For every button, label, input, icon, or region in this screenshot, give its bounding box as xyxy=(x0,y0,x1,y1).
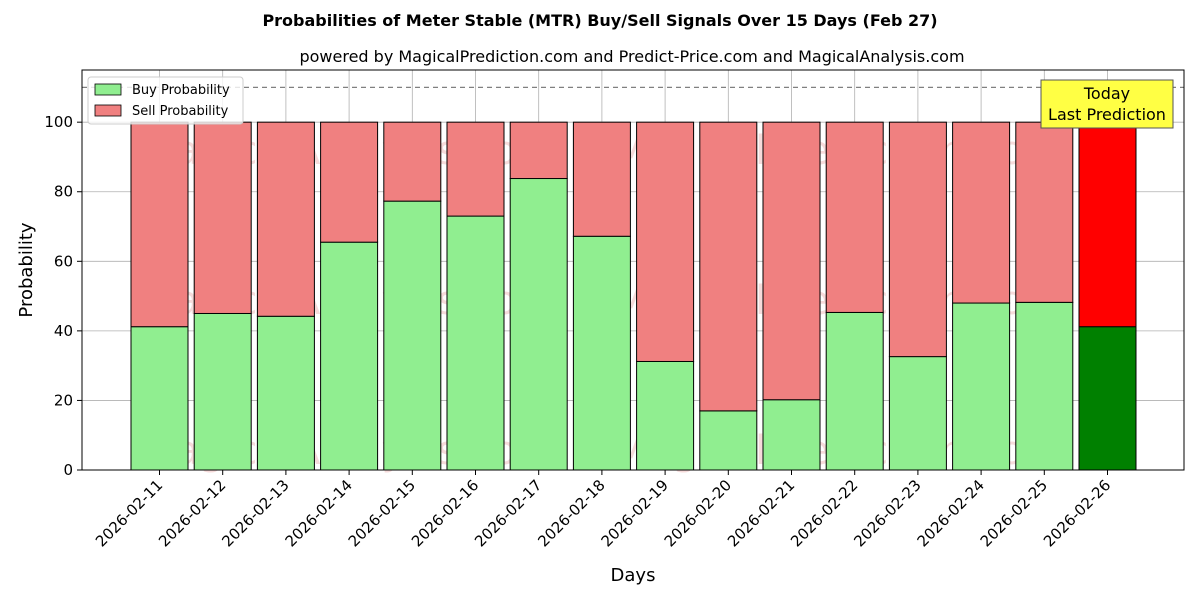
y-axis-label: Probability xyxy=(16,222,37,317)
bar-buy xyxy=(1015,301,1074,471)
bar-buy xyxy=(825,311,884,471)
y-tick-label: 40 xyxy=(54,322,73,340)
bar-buy xyxy=(509,178,568,471)
plot-frame xyxy=(81,69,1185,471)
bar-sell xyxy=(383,121,442,202)
y-tick-label: 60 xyxy=(54,252,73,270)
bar-sell xyxy=(825,121,884,313)
bar-sell xyxy=(256,121,315,317)
bar-sell xyxy=(130,121,189,328)
bar-buy xyxy=(383,200,442,471)
bar-sell xyxy=(1078,121,1137,328)
bar-sell xyxy=(699,121,758,412)
bar-sell xyxy=(888,121,947,358)
legend: Buy Probability Sell Probability xyxy=(87,76,244,125)
legend-label-sell: Sell Probability xyxy=(132,104,229,119)
bar-buy xyxy=(446,215,505,471)
bar-buy xyxy=(762,399,821,471)
bar-sell xyxy=(509,121,568,180)
bar-buy xyxy=(256,315,315,471)
bar-buy xyxy=(193,312,252,471)
bars xyxy=(130,121,1137,471)
today-annotation-line1: Today xyxy=(1083,84,1130,103)
bar-buy xyxy=(320,241,379,471)
bar-buy xyxy=(636,360,695,471)
x-axis-label: Days xyxy=(611,565,656,586)
chart-subtitle: powered by MagicalPrediction.com and Pre… xyxy=(299,47,964,66)
bar-buy xyxy=(699,410,758,471)
bar-buy xyxy=(888,356,947,471)
legend-box xyxy=(87,76,244,125)
bar-buy xyxy=(952,302,1011,471)
bar-sell xyxy=(636,121,695,362)
today-annotation: Today Last Prediction xyxy=(1040,79,1174,129)
y-axis-ticks: 0 20 40 60 80 100 xyxy=(44,113,82,479)
bar-buy xyxy=(130,326,189,471)
bar-sell xyxy=(1015,121,1074,303)
bar-sell xyxy=(320,121,379,243)
bar-sell xyxy=(193,121,252,314)
legend-swatch-buy xyxy=(94,83,122,96)
today-annotation-line2: Last Prediction xyxy=(1048,105,1166,124)
bar-sell xyxy=(952,121,1011,304)
chart-title: Probabilities of Meter Stable (MTR) Buy/… xyxy=(262,11,937,30)
today-annotation-box xyxy=(1040,79,1174,129)
bar-sell xyxy=(572,121,631,237)
bar-sell xyxy=(446,121,505,217)
bar-sell xyxy=(762,121,821,401)
legend-swatch-sell xyxy=(94,104,122,117)
legend-label-buy: Buy Probability xyxy=(132,83,230,98)
bar-buy xyxy=(1078,326,1137,471)
y-tick-label: 20 xyxy=(54,391,73,409)
y-tick-label: 80 xyxy=(54,183,73,201)
y-tick-label: 100 xyxy=(44,113,73,131)
bar-buy xyxy=(572,235,631,471)
y-tick-label: 0 xyxy=(63,461,73,479)
